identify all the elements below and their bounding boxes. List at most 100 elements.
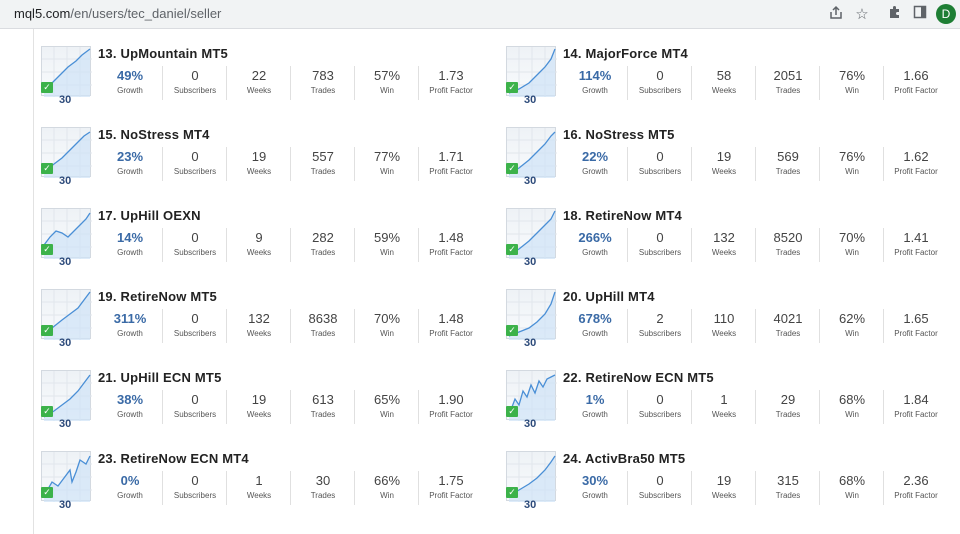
stat-value: 22% (581, 149, 609, 164)
stat-profit-factor: 1.84 Profit Factor (883, 390, 948, 424)
stat-weeks: 132 Weeks (226, 309, 291, 343)
product-title[interactable]: 13. UpMountain MT5 (98, 46, 228, 61)
stat-value: 76% (838, 68, 866, 83)
url-text[interactable]: mql5.com/en/users/tec_daniel/seller (14, 6, 221, 21)
stat-profit-factor: 1.48 Profit Factor (418, 309, 483, 343)
stat-value: 59% (373, 230, 401, 245)
product-card[interactable]: ✓ 30 18. RetireNow MT4 266% Growth 0 Subscribe… (506, 208, 956, 270)
growth-chart-thumbnail[interactable] (41, 289, 92, 340)
stat-label: Win (380, 167, 394, 176)
address-bar[interactable]: mql5.com/en/users/tec_daniel/seller ☆ (0, 1, 882, 27)
stat-win: 57% Win (354, 66, 419, 100)
stat-weeks: 22 Weeks (226, 66, 291, 100)
days-label: 30 (59, 418, 72, 430)
stat-value: 30% (581, 473, 609, 488)
product-title[interactable]: 19. RetireNow MT5 (98, 289, 217, 304)
product-card[interactable]: ✓ 30 17. UpHill OEXN 14% Growth 0 Subscribers 9… (41, 208, 491, 270)
stat-label: Weeks (246, 86, 272, 95)
extensions-icon[interactable] (885, 4, 905, 24)
stat-label: Growth (117, 248, 143, 257)
stat-label: Win (845, 329, 859, 338)
product-title[interactable]: 14. MajorForce MT4 (563, 46, 688, 61)
product-card[interactable]: ✓ 30 24. ActivBra50 MT5 30% Growth 0 Subscribe… (506, 451, 956, 513)
stat-value: 1.66 (903, 68, 929, 83)
product-card[interactable]: ✓ 30 15. NoStress MT4 23% Growth 0 Subscribers… (41, 127, 491, 189)
product-card[interactable]: ✓ 30 16. NoStress MT5 22% Growth 0 Subscribers… (506, 127, 956, 189)
stat-value: 19 (251, 149, 267, 164)
stat-label: Profit Factor (429, 167, 473, 176)
stat-label: Weeks (711, 329, 737, 338)
verified-check-icon: ✓ (506, 244, 518, 255)
stat-value: 315 (777, 473, 799, 488)
stat-win: 65% Win (354, 390, 419, 424)
stat-weeks: 110 Weeks (691, 309, 756, 343)
product-title[interactable]: 17. UpHill OEXN (98, 208, 201, 223)
product-card[interactable]: ✓ 30 14. MajorForce MT4 114% Growth 0 Subscrib… (506, 46, 956, 108)
product-title[interactable]: 23. RetireNow ECN MT4 (98, 451, 249, 466)
stat-label: Win (845, 491, 859, 500)
product-card[interactable]: ✓ 30 21. UpHill ECN MT5 38% Growth 0 Subscribe… (41, 370, 491, 432)
days-label: 30 (524, 499, 537, 511)
stat-value: 114% (578, 68, 612, 83)
product-title[interactable]: 22. RetireNow ECN MT5 (563, 370, 714, 385)
stat-label: Trades (775, 410, 801, 419)
stat-label: Profit Factor (429, 329, 473, 338)
product-card[interactable]: ✓ 30 22. RetireNow ECN MT5 1% Growth 0 Subscri… (506, 370, 956, 432)
growth-chart-thumbnail[interactable] (506, 370, 557, 421)
product-card[interactable]: ✓ 30 20. UpHill MT4 678% Growth 2 Subscribers 1… (506, 289, 956, 351)
product-title[interactable]: 15. NoStress MT4 (98, 127, 210, 142)
product-title[interactable]: 21. UpHill ECN MT5 (98, 370, 222, 385)
product-card[interactable]: ✓ 30 19. RetireNow MT5 311% Growth 0 Subscribe… (41, 289, 491, 351)
stat-value: 0 (191, 311, 199, 326)
stat-subscribers: 2 Subscribers (627, 309, 692, 343)
stat-label: Trades (310, 410, 336, 419)
stat-label: Win (380, 491, 394, 500)
growth-chart-thumbnail[interactable] (41, 451, 92, 502)
product-title[interactable]: 24. ActivBra50 MT5 (563, 451, 686, 466)
stat-label: Win (380, 248, 394, 257)
stat-label: Weeks (246, 248, 272, 257)
side-panel-icon[interactable] (910, 4, 930, 24)
product-card[interactable]: ✓ 30 13. UpMountain MT5 49% Growth 0 Subscribe… (41, 46, 491, 108)
stat-value: 0 (656, 473, 664, 488)
stat-value: 0 (191, 230, 199, 245)
stat-value: 0 (191, 68, 199, 83)
stat-value: 65% (373, 392, 401, 407)
stat-value: 49% (116, 68, 144, 83)
stat-profit-factor: 1.62 Profit Factor (883, 147, 948, 181)
growth-chart-thumbnail[interactable] (41, 127, 92, 178)
stat-trades: 29 Trades (755, 390, 820, 424)
stat-label: Subscribers (173, 491, 217, 500)
share-icon[interactable] (826, 5, 846, 25)
stat-value: 1.48 (438, 311, 464, 326)
days-label: 30 (59, 94, 72, 106)
content-divider (33, 29, 34, 534)
stat-label: Subscribers (173, 167, 217, 176)
stat-label: Growth (117, 329, 143, 338)
stat-value: 70% (373, 311, 401, 326)
bookmark-star-icon[interactable]: ☆ (855, 6, 869, 23)
stat-value: 66% (373, 473, 401, 488)
product-title[interactable]: 20. UpHill MT4 (563, 289, 655, 304)
growth-chart-thumbnail[interactable] (506, 46, 557, 97)
verified-check-icon: ✓ (41, 406, 53, 417)
product-card[interactable]: ✓ 30 23. RetireNow ECN MT4 0% Growth 0 Subscri… (41, 451, 491, 513)
profile-avatar[interactable]: D (936, 4, 956, 24)
stat-value: 1 (255, 473, 263, 488)
stat-label: Subscribers (173, 248, 217, 257)
stat-label: Trades (310, 167, 336, 176)
product-title[interactable]: 16. NoStress MT5 (563, 127, 675, 142)
stat-label: Growth (582, 491, 608, 500)
product-title[interactable]: 18. RetireNow MT4 (563, 208, 682, 223)
days-label: 30 (59, 175, 72, 187)
stat-label: Profit Factor (429, 248, 473, 257)
stat-value: 9 (255, 230, 263, 245)
stat-subscribers: 0 Subscribers (162, 147, 227, 181)
stat-win: 62% Win (819, 309, 884, 343)
stat-value: 76% (838, 149, 866, 164)
stat-label: Weeks (711, 491, 737, 500)
stat-growth: 22% Growth (563, 147, 627, 181)
stat-value: 1.71 (438, 149, 464, 164)
days-label: 30 (524, 94, 537, 106)
stat-weeks: 19 Weeks (691, 471, 756, 505)
